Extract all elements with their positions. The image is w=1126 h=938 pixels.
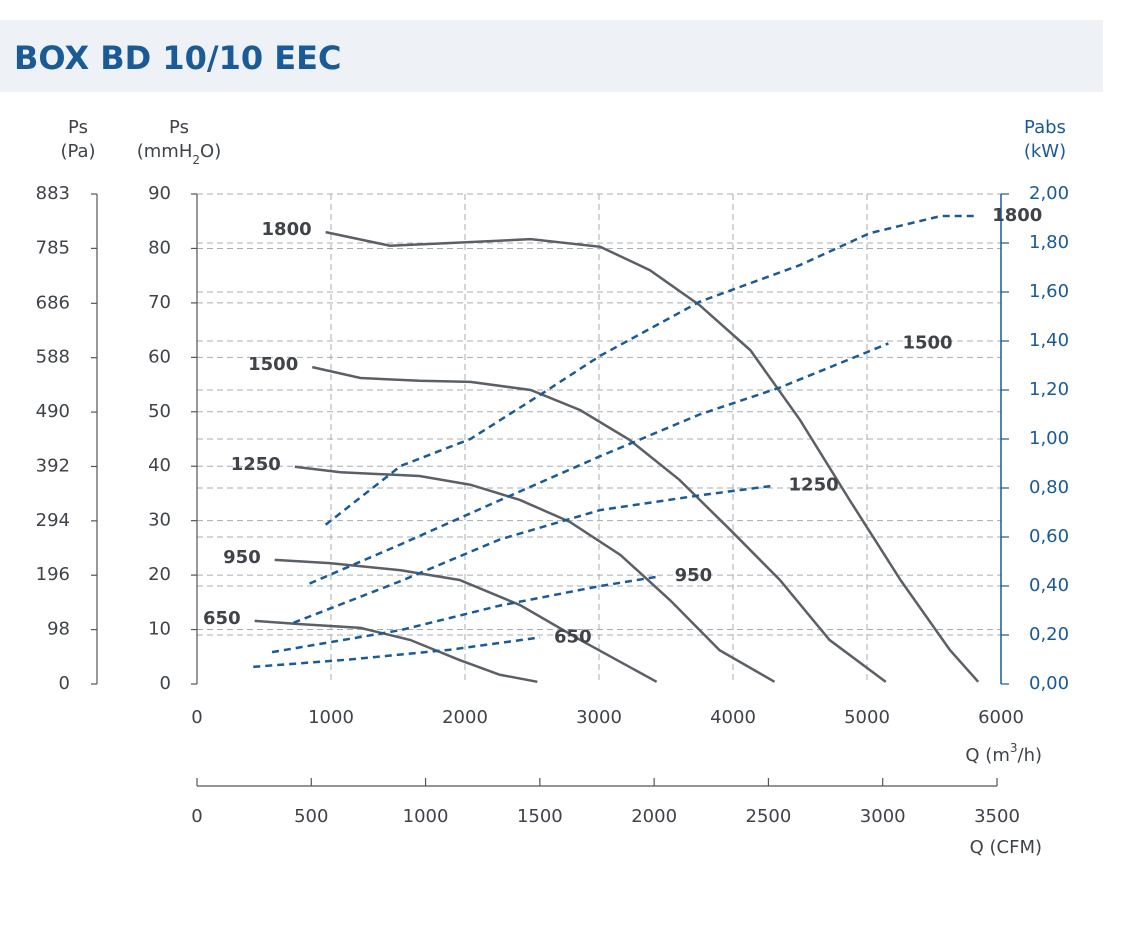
y-tick-label: 40 — [148, 455, 171, 476]
x-tick-label: 0 — [191, 707, 202, 728]
x2-tick-label: 0 — [191, 806, 202, 827]
x-label-part: Q (m — [965, 745, 1009, 766]
y2-tick-label: 0,20 — [1029, 624, 1069, 645]
series-label: 650 — [203, 608, 241, 629]
x-label: Q (m3/h) — [965, 741, 1042, 767]
y-tick-label: 10 — [148, 619, 171, 640]
x2-tick-label: 2000 — [631, 806, 677, 827]
y-label: Ps — [169, 117, 189, 138]
series-label: 1800 — [262, 219, 312, 240]
y2-tick-label: 1,20 — [1029, 379, 1069, 400]
series-line — [254, 619, 538, 684]
y2-tick-label: 0,00 — [1029, 673, 1069, 694]
y3-tick-label: 490 — [36, 401, 70, 422]
x2-tick-label: 1000 — [403, 806, 449, 827]
y3-tick-label: 883 — [36, 183, 70, 204]
x2-tick-label: 2500 — [746, 806, 792, 827]
series-label: 1500 — [902, 332, 952, 353]
y3-tick-label: 588 — [36, 347, 70, 368]
y2-tick-label: 1,40 — [1029, 330, 1069, 351]
series-line — [274, 558, 658, 683]
series-line — [253, 636, 541, 669]
x-tick-label: 5000 — [844, 707, 890, 728]
y-tick-label: 20 — [148, 564, 171, 585]
x-tick-label: 6000 — [978, 707, 1024, 728]
y-tick-label: 50 — [148, 401, 171, 422]
y3-tick-label: 196 — [36, 564, 70, 585]
y2-tick-label: 0,40 — [1029, 575, 1069, 596]
y2-tick-label: 0,60 — [1029, 526, 1069, 547]
series-line — [324, 214, 979, 526]
x2-tick-label: 3000 — [860, 806, 906, 827]
series-line — [309, 342, 889, 585]
y-tick-label: 0 — [160, 673, 171, 694]
series-label: 950 — [675, 565, 713, 586]
series-label: 650 — [554, 626, 592, 647]
series-label: 1250 — [231, 454, 281, 475]
x-label-part: /h) — [1018, 745, 1043, 766]
series-line — [311, 365, 887, 683]
x-tick-label: 4000 — [710, 707, 756, 728]
y3-label: Ps — [68, 117, 88, 138]
y2-tick-label: 1,60 — [1029, 281, 1069, 302]
y-label-sub: 2 — [192, 153, 200, 167]
y3-label: (Pa) — [60, 141, 95, 162]
y2-tick-label: 1,00 — [1029, 428, 1069, 449]
series-line — [325, 230, 980, 683]
series-label: 1500 — [248, 354, 298, 375]
title-bar — [0, 20, 1103, 92]
series-line — [294, 465, 776, 683]
y-tick-label: 70 — [148, 292, 171, 313]
series-label: 950 — [223, 547, 261, 568]
x2-tick-label: 500 — [294, 806, 328, 827]
y3-tick-label: 98 — [47, 619, 70, 640]
y-tick-label: 30 — [148, 510, 171, 531]
series-label: 1800 — [992, 205, 1042, 226]
x-tick-label: 3000 — [576, 707, 622, 728]
y3-tick-label: 294 — [36, 510, 70, 531]
y3-tick-label: 686 — [36, 292, 70, 313]
y3-tick-label: 0 — [59, 673, 70, 694]
y2-tick-label: 1,80 — [1029, 232, 1069, 253]
y-tick-label: 80 — [148, 237, 171, 258]
x-label-sup: 3 — [1010, 741, 1018, 755]
series-line — [271, 574, 661, 654]
y-label: (mmH2O) — [137, 141, 221, 167]
x-tick-label: 2000 — [442, 707, 488, 728]
y2-label: (kW) — [1024, 141, 1066, 162]
y3-tick-label: 785 — [36, 237, 70, 258]
x2-label: Q (CFM) — [970, 837, 1042, 858]
x2-tick-label: 1500 — [517, 806, 563, 827]
chart-title: BOX BD 10/10 EEC — [14, 39, 341, 77]
y2-tick-label: 0,80 — [1029, 477, 1069, 498]
x2-tick-label: 3500 — [974, 806, 1020, 827]
y3-tick-label: 392 — [36, 455, 70, 476]
y-label-part: O) — [200, 141, 221, 162]
x-tick-label: 1000 — [308, 707, 354, 728]
y2-label: Pabs — [1024, 117, 1066, 138]
y2-tick-label: 2,00 — [1029, 183, 1069, 204]
series-label: 1250 — [789, 475, 839, 496]
y-tick-label: 90 — [148, 183, 171, 204]
y-tick-label: 60 — [148, 346, 171, 367]
y-label-part: (mmH — [137, 141, 193, 162]
